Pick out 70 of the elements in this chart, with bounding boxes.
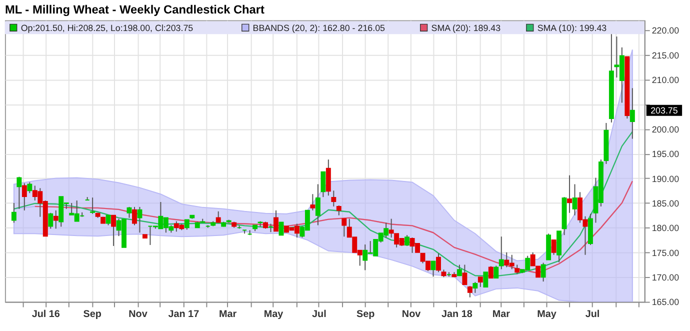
candlestick xyxy=(27,182,32,194)
candlestick xyxy=(540,262,546,282)
candlestick xyxy=(22,182,27,211)
y-tick-label: 190.00 xyxy=(652,174,680,184)
candlestick xyxy=(310,194,316,211)
y-tick-label: 195.00 xyxy=(652,149,680,160)
candlestick xyxy=(320,171,326,198)
candlestick xyxy=(514,264,520,275)
legend-label: SMA (10): 199.43 xyxy=(537,23,607,34)
candlestick xyxy=(551,240,556,256)
candlestick xyxy=(483,272,488,288)
x-tick-label: Jan 18 xyxy=(442,309,473,320)
x-tick-label: May xyxy=(264,309,284,320)
y-tick-label: 210.00 xyxy=(652,74,680,85)
candlestick xyxy=(315,184,320,226)
x-tick-label: May xyxy=(537,309,557,320)
candlestick xyxy=(126,206,132,218)
x-tick-label: Jan 17 xyxy=(168,309,200,320)
candlestick xyxy=(53,210,58,230)
x-tick-label: Sep xyxy=(83,309,102,320)
y-tick-label: 180.00 xyxy=(652,223,680,234)
x-tick-label: Jul xyxy=(312,309,327,320)
x-tick-label: Nov xyxy=(402,309,422,320)
candlestick xyxy=(556,230,562,263)
ref-line-label: 203.75 xyxy=(650,105,678,116)
candlestick xyxy=(336,204,342,216)
candlestick xyxy=(572,184,578,216)
candlestick xyxy=(326,159,331,196)
x-tick-label: Mar xyxy=(492,309,510,320)
candlestick xyxy=(16,176,22,210)
x-tick-label: Mar xyxy=(219,309,237,320)
candlestick xyxy=(132,206,137,226)
candlestick xyxy=(494,265,499,279)
legend-label: Op:201.50, Hi:208.25, Lo:198.00, Cl:203.75 xyxy=(20,23,194,34)
x-tick-label: Jul 16 xyxy=(32,309,60,320)
y-tick-label: 185.00 xyxy=(652,198,680,208)
candlestick xyxy=(137,206,142,234)
candlestick xyxy=(278,222,284,236)
legend-label: SMA (20): 189.43 xyxy=(431,23,501,34)
candlestick xyxy=(472,282,478,294)
candlestick xyxy=(467,285,472,298)
chart-title: ML - Milling Wheat - Weekly Candlestick Chart xyxy=(4,2,265,16)
candlestick xyxy=(111,214,116,246)
x-tick-label: Jul xyxy=(585,309,600,320)
candlestick xyxy=(342,218,347,238)
candlestick xyxy=(436,252,441,273)
y-tick-label: 175.00 xyxy=(652,248,680,258)
candlestick xyxy=(404,234,410,246)
candlestick xyxy=(90,197,96,214)
candlestick xyxy=(567,174,572,214)
line-series xyxy=(13,131,634,277)
candlestick xyxy=(274,210,278,232)
candlestick xyxy=(331,190,336,207)
x-tick-label: Nov xyxy=(128,309,148,320)
y-tick-label: 200.00 xyxy=(652,124,680,134)
y-tick-label: 170.00 xyxy=(652,272,680,283)
candlestick xyxy=(478,276,483,288)
candlestick xyxy=(184,219,190,230)
y-tick-label: 165.00 xyxy=(652,297,680,308)
candlestick xyxy=(106,214,111,226)
candlestick xyxy=(11,202,16,224)
x-tick-label: Sep xyxy=(356,309,375,320)
candlestick xyxy=(488,266,494,279)
legend-label: BBANDS (20, 2): 162.80 - 216.05 xyxy=(252,23,386,34)
y-tick-label: 215.00 xyxy=(652,50,680,60)
candlestick xyxy=(630,88,635,140)
candlestick xyxy=(462,264,468,285)
candlestick xyxy=(498,236,504,270)
candlestick xyxy=(48,212,54,230)
y-tick-label: 220.00 xyxy=(652,26,680,36)
